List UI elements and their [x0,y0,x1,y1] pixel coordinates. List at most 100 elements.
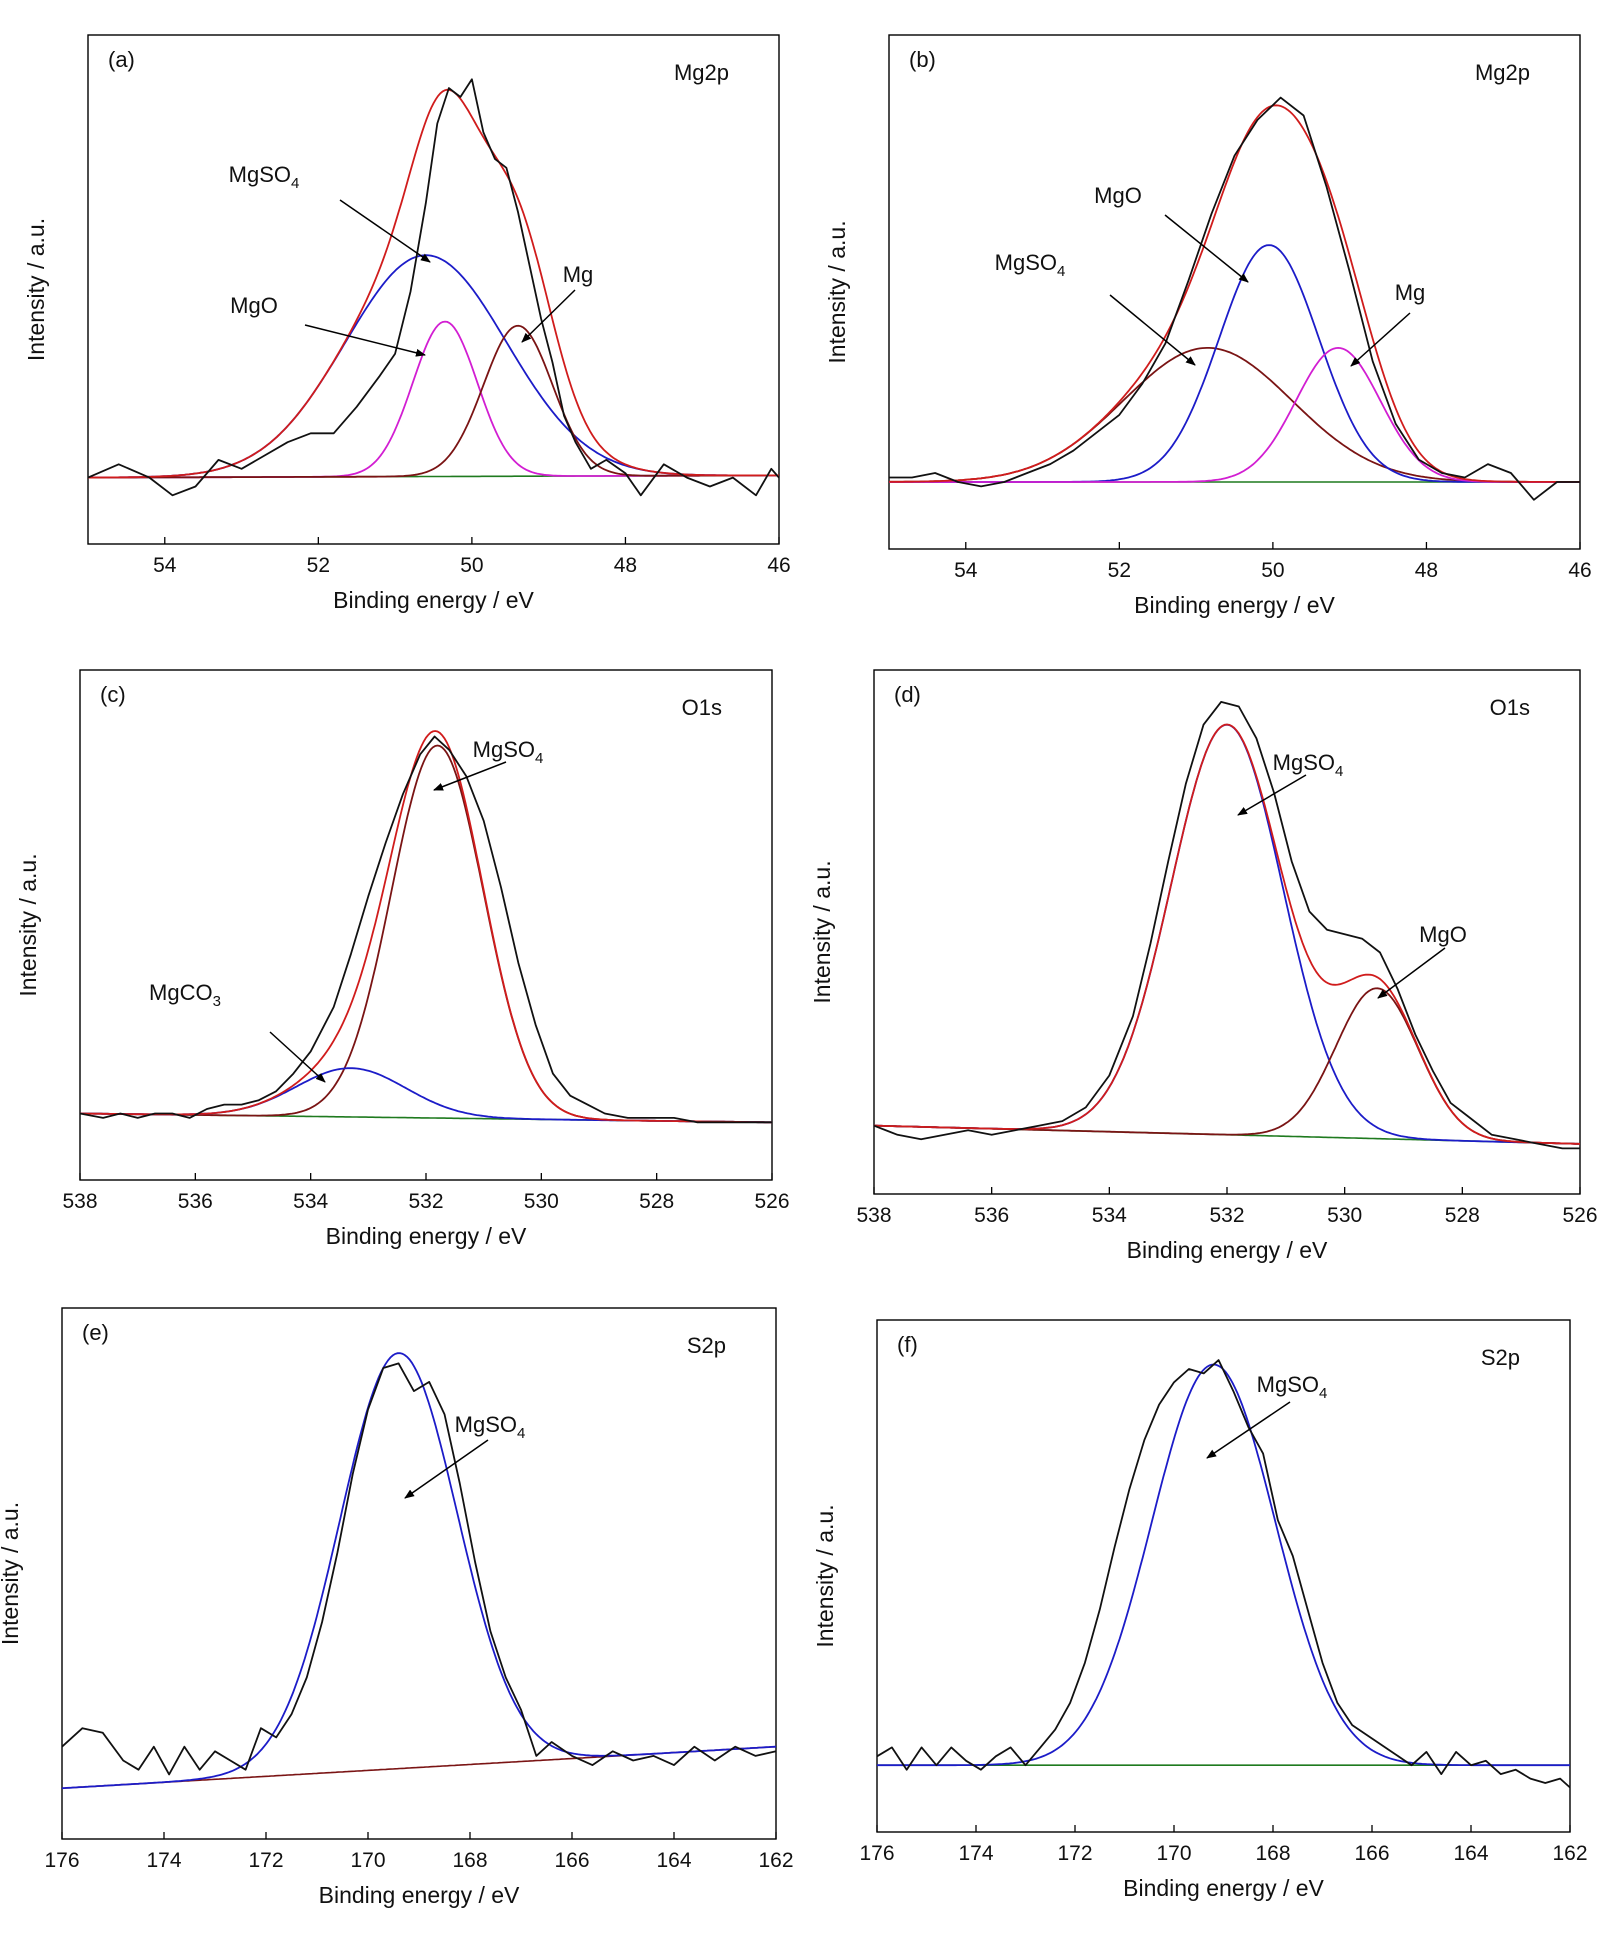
panel-f: 176 174 172 170 168 166 164 162 Binding energy /… [812,1319,1588,1901]
annotation-label-main: MgSO [995,250,1057,275]
annotation-label: MgCO3 [149,980,221,1010]
x-tick-label: 48 [614,554,637,577]
raw-spectrum-line [61,1362,777,1776]
annotation-label-main: MgCO [149,980,213,1005]
panel-label: (a) [108,47,135,72]
annotation-label: Mg [563,262,594,287]
x-tick-label: 164 [1453,1842,1488,1865]
x-tick-label: 52 [307,554,330,577]
component-line-mg [88,324,779,479]
x-tick-label: 170 [1156,1842,1191,1865]
x-tick-label: 54 [954,559,978,582]
annotation-label-subscript: 4 [1319,1385,1327,1402]
annotation-arrow [1109,294,1196,366]
x-tick-label: 168 [452,1849,487,1872]
panel-label: (d) [894,682,921,707]
annotation-label-subscript: 4 [1057,263,1065,280]
panel-c: 538 536 534 532 530 528 526 Binding energy / eV… [15,669,790,1249]
panel-label: (b) [909,47,936,72]
annotation-label-main: MgSO [229,162,291,187]
x-tick-label: 170 [350,1849,385,1872]
annotation-arrow [433,761,507,791]
x-axis-label: Binding energy / eV [1123,1875,1324,1901]
panel-a: 54 52 50 48 46 Binding energy / eV Intensity /… [23,34,791,613]
x-axis-label: Binding energy / eV [333,587,534,613]
region-label: Mg2p [1475,60,1530,85]
raw-spectrum-line [873,701,1580,1150]
envelope-line [80,730,772,1124]
raw-spectrum-line [876,1359,1571,1789]
envelope-line [889,104,1580,483]
annotation-label: MgO [230,293,278,318]
annotation-arrow [304,324,426,357]
plot-frame [87,34,780,545]
annotation-arrow [1237,774,1307,816]
envelope-line [874,723,1581,1145]
x-tick-label: 174 [958,1842,993,1865]
x-tick-label: 176 [44,1849,79,1872]
annotation-label: MgSO4 [1273,750,1344,780]
x-tick-label: 50 [1261,559,1284,582]
annotation-label-main: MgO [230,293,278,318]
annotation-label: Mg [1395,280,1426,305]
x-tick-label: 528 [639,1190,674,1213]
x-tick-label: 538 [856,1204,891,1227]
x-tick-label: 528 [1445,1204,1480,1227]
raw-spectrum-line [79,735,772,1124]
annotation-label: MgSO4 [1257,1372,1328,1402]
annotation-label: MgSO4 [455,1412,526,1442]
annotation-label-main: MgSO [473,737,535,762]
annotation-label: MgO [1094,183,1142,208]
component-line-mgso4 [61,1352,777,1790]
annotation-label: MgSO4 [473,737,544,767]
component-line-mgso4 [80,744,772,1124]
x-tick-label: 526 [754,1190,789,1213]
x-tick-label: 536 [974,1204,1009,1227]
x-tick-label: 530 [524,1190,559,1213]
x-tick-label: 172 [248,1849,283,1872]
x-tick-label: 532 [408,1190,443,1213]
region-label: S2p [1481,1345,1520,1370]
x-tick-label: 526 [1562,1204,1597,1227]
plot-frame [61,1307,777,1840]
panel-d: 538 536 534 532 530 528 526 Binding energy / eV… [809,669,1598,1263]
x-tick-label: 46 [1568,559,1591,582]
panel-label: (e) [82,1320,109,1345]
x-tick-label: 536 [178,1190,213,1213]
annotation-arrow [1206,1401,1291,1459]
y-axis-label: Intensity / a.u. [15,853,41,996]
annotation-arrow [521,289,576,343]
x-tick-label: 52 [1108,559,1131,582]
y-axis-label: Intensity / a.u. [23,218,49,361]
component-line-mgo [889,244,1580,483]
x-tick-label: 172 [1057,1842,1092,1865]
x-tick-label: 534 [293,1190,328,1213]
annotation-label-main: Mg [563,262,594,287]
annotation-arrow [1350,312,1411,367]
x-tick-label: 532 [1209,1204,1244,1227]
component-line-mgso4 [877,1363,1570,1767]
region-label: O1s [682,695,722,720]
region-label: O1s [1490,695,1530,720]
annotation-label-subscript: 4 [517,1425,525,1442]
annotation-label-subscript: 4 [535,750,543,767]
annotation-arrow [269,1031,326,1083]
x-tick-label: 174 [146,1849,181,1872]
envelope-line [88,88,779,479]
x-tick-label: 50 [460,554,483,577]
y-axis-label: Intensity / a.u. [812,1504,838,1647]
x-tick-label: 164 [656,1849,691,1872]
x-tick-label: 534 [1092,1204,1127,1227]
region-label: S2p [687,1333,726,1358]
annotation-label-main: MgSO [1257,1372,1319,1397]
annotation-arrow [1164,214,1249,283]
annotation-label: MgO [1419,922,1467,947]
y-axis-label: Intensity / a.u. [809,860,835,1003]
component-line-mgso4 [88,254,779,479]
annotation-label-main: MgO [1419,922,1467,947]
annotation-label-main: Mg [1395,280,1426,305]
x-axis-label: Binding energy / eV [1127,1237,1328,1263]
annotation-label: MgSO4 [995,250,1066,280]
raw-spectrum-line [87,78,780,497]
